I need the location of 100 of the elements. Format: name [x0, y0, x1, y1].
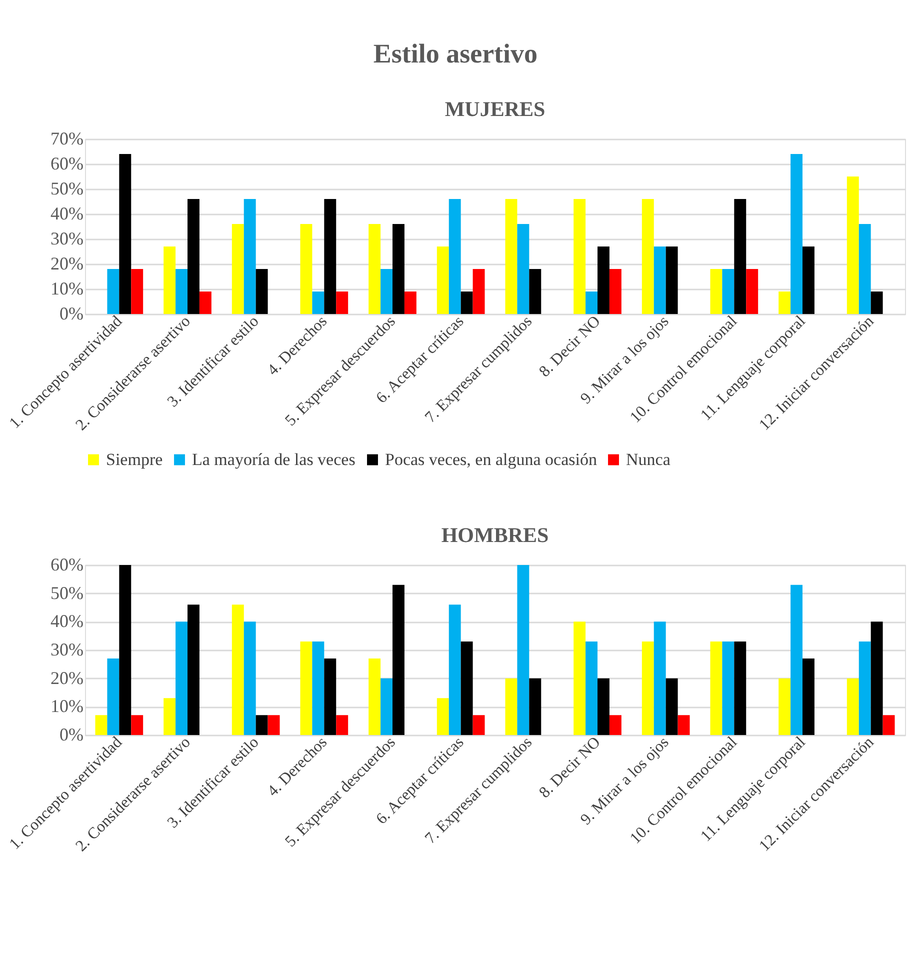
bar [176, 269, 188, 314]
bar [846, 176, 859, 314]
bar [256, 269, 268, 314]
y-tick-label: 50% [50, 582, 84, 603]
bar [517, 224, 530, 314]
bar [300, 642, 312, 735]
bar [858, 224, 871, 314]
bar [188, 199, 200, 314]
bar [710, 269, 722, 314]
bar [598, 678, 610, 735]
bar [734, 642, 746, 735]
bar [870, 292, 883, 314]
bar [858, 642, 871, 735]
bar [300, 224, 312, 314]
bar [336, 292, 348, 314]
bar [472, 269, 485, 314]
y-tick-label: 20% [50, 254, 84, 274]
bar [586, 642, 598, 735]
y-tick-label: 60% [50, 554, 84, 574]
bar [368, 658, 381, 735]
y-tick-label: 20% [50, 668, 84, 688]
bar [107, 658, 120, 735]
bar [176, 622, 188, 735]
bar [505, 199, 518, 314]
bar [312, 642, 324, 735]
bar [586, 292, 598, 314]
y-tick-label: 50% [50, 178, 84, 198]
bar [790, 154, 802, 314]
bar [232, 604, 244, 735]
bar [666, 678, 678, 735]
bar [678, 715, 690, 735]
bar [107, 269, 120, 314]
bar [95, 715, 108, 735]
bar [244, 199, 256, 314]
bar [666, 246, 678, 314]
bar [642, 199, 654, 314]
bar [119, 565, 132, 735]
bar [722, 642, 734, 735]
bar [119, 154, 132, 314]
y-tick-label: 60% [50, 154, 84, 174]
bar [460, 292, 473, 314]
bar [256, 715, 268, 735]
bar [324, 199, 336, 314]
bar [517, 565, 530, 735]
bar [778, 678, 791, 735]
bar [802, 246, 814, 314]
y-tick-label: 70% [50, 128, 84, 148]
bar [380, 678, 392, 735]
bar [802, 658, 814, 735]
bar [268, 715, 280, 735]
bar [199, 292, 212, 314]
bar [870, 622, 883, 735]
bar [448, 604, 461, 735]
bar [232, 224, 244, 314]
bar [778, 292, 791, 314]
bar [654, 622, 666, 735]
bar [790, 584, 802, 735]
bar [505, 678, 518, 735]
bar [436, 246, 449, 314]
bar [574, 622, 586, 735]
bar [642, 642, 654, 735]
y-tick-label: 40% [50, 611, 84, 632]
chart-subtitle: HOMBRES [441, 523, 549, 547]
bar [472, 715, 485, 735]
bar [746, 269, 758, 314]
bar [448, 199, 461, 314]
y-tick-label: 30% [50, 228, 84, 248]
bar [312, 292, 324, 314]
bar [529, 678, 542, 735]
bar [609, 715, 622, 735]
bar [574, 199, 586, 314]
bar [404, 292, 416, 314]
bar [188, 604, 200, 735]
chart-title: Estilo asertivo [373, 38, 538, 68]
bar [368, 224, 381, 314]
bar [392, 584, 404, 735]
bar [244, 622, 256, 735]
bar [710, 642, 722, 735]
bar [529, 269, 542, 314]
legend-label: La mayoría de las veces [192, 450, 356, 469]
y-tick-label: 10% [50, 696, 84, 716]
bar [380, 269, 392, 314]
legend-label: Pocas veces, en alguna ocasión [385, 450, 598, 469]
y-tick-label: 30% [50, 640, 84, 660]
bar [846, 678, 859, 735]
bar [164, 246, 176, 314]
bar [598, 246, 610, 314]
bar [460, 642, 473, 735]
bar [164, 698, 176, 735]
y-tick-label: 10% [50, 278, 84, 298]
bar [336, 715, 348, 735]
bar [654, 246, 666, 314]
legend-label: Nunca [626, 450, 671, 469]
bar [392, 224, 404, 314]
bar [882, 715, 895, 735]
bar [436, 698, 449, 735]
y-tick-label: 40% [50, 204, 84, 224]
bar [609, 269, 622, 314]
bar [324, 658, 336, 735]
bar [734, 199, 746, 314]
